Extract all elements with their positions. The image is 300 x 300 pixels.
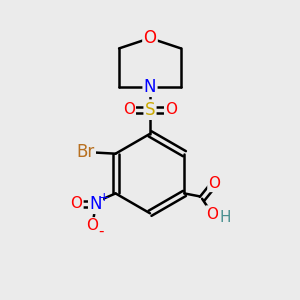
Text: +: + xyxy=(98,191,109,204)
Text: N: N xyxy=(89,195,102,213)
Text: O: O xyxy=(206,206,218,221)
Text: N: N xyxy=(144,78,156,96)
Text: Br: Br xyxy=(76,143,95,161)
Text: O: O xyxy=(143,29,157,47)
Text: -: - xyxy=(98,224,104,238)
Text: O: O xyxy=(70,196,83,211)
Text: S: S xyxy=(145,101,155,119)
Text: H: H xyxy=(219,210,230,225)
Text: O: O xyxy=(208,176,220,191)
Text: O: O xyxy=(165,102,177,117)
Text: O: O xyxy=(87,218,99,233)
Text: O: O xyxy=(123,102,135,117)
